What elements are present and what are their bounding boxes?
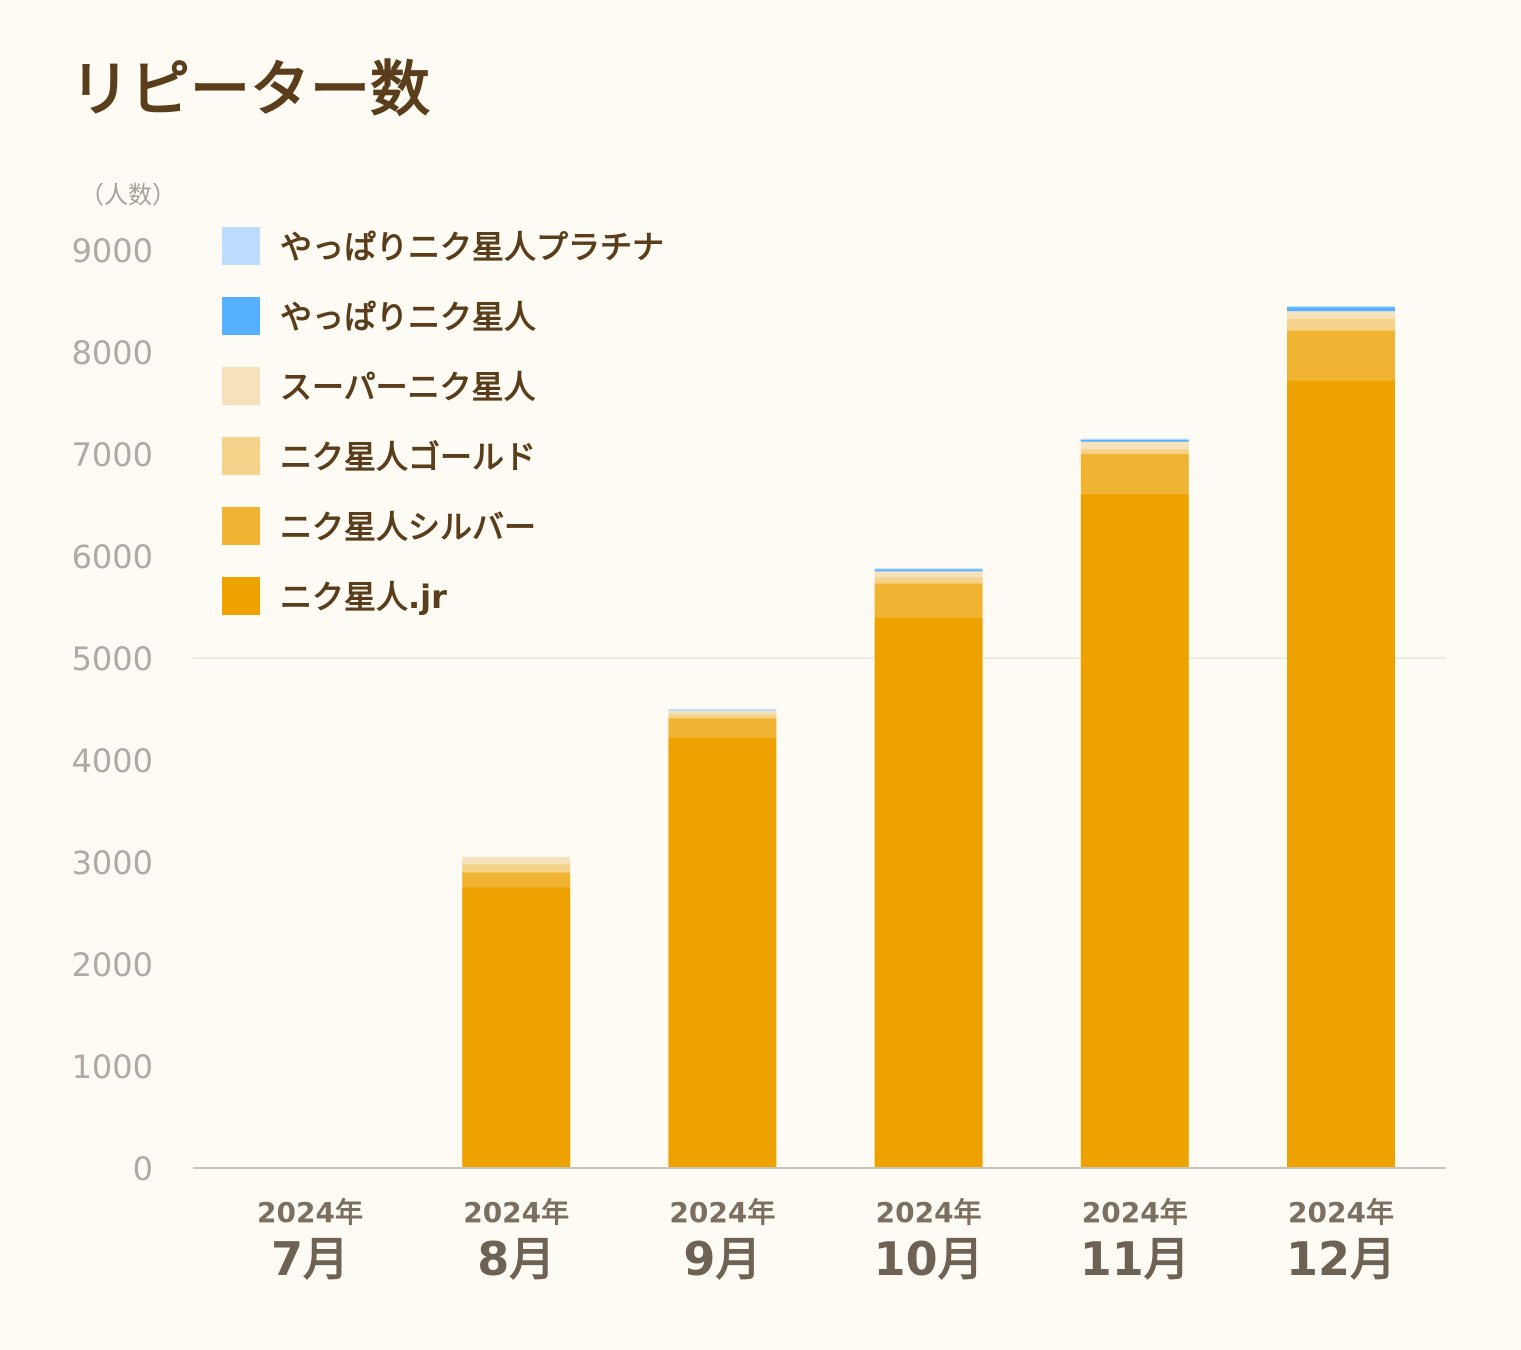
bar-segment xyxy=(1287,306,1395,308)
bar-segment xyxy=(1287,380,1395,1168)
x-tick-month-label: 9月 xyxy=(683,1232,761,1286)
legend: やっぱりニク星人プラチナやっぱりニク星人スーパーニク星人ニク星人ゴールドニク星人… xyxy=(222,227,664,616)
bar-segment xyxy=(874,569,983,572)
bar-segment xyxy=(668,709,777,712)
bar-segment xyxy=(874,568,983,570)
bar-segment xyxy=(462,864,571,873)
legend-item: スーパーニク星人 xyxy=(222,367,536,406)
bar-segment xyxy=(874,583,983,618)
legend-label: ニク星人シルバー xyxy=(280,508,536,546)
legend-label: やっぱりニク星人 xyxy=(280,298,536,336)
bar-segment xyxy=(1080,439,1189,442)
legend-swatch xyxy=(222,437,260,475)
x-tick-month-label: 12月 xyxy=(1286,1232,1396,1286)
y-tick-label: 6000 xyxy=(72,538,153,576)
x-tick-year-label: 2024年 xyxy=(1082,1196,1188,1229)
x-tick-month-label: 10月 xyxy=(874,1232,984,1286)
legend-item: やっぱりニク星人 xyxy=(222,297,536,336)
x-tick-month-label: 8月 xyxy=(477,1232,555,1286)
bar-segment xyxy=(1080,454,1189,494)
bar-stack xyxy=(668,709,777,1168)
bar-segment xyxy=(1080,438,1189,440)
bar-stack xyxy=(874,568,983,1168)
bar-stack xyxy=(1287,306,1395,1168)
bar-segment xyxy=(874,617,983,1168)
bar-segment xyxy=(1080,448,1189,454)
x-tick-year-label: 2024年 xyxy=(257,1196,363,1229)
legend-item: ニク星人シルバー xyxy=(222,507,536,546)
y-tick-label: 0 xyxy=(133,1150,153,1188)
bar-segment xyxy=(874,571,983,578)
y-tick-label: 8000 xyxy=(72,334,153,372)
y-tick-label: 5000 xyxy=(72,640,153,678)
y-axis-ticks: 0 1000 2000 3000 4000 5000 6000 7000 8000 9000 xyxy=(72,232,153,1188)
legend-swatch xyxy=(222,367,260,405)
x-axis-labels: 2024年7月2024年8月2024年9月2024年10月2024年11月202… xyxy=(257,1196,1396,1286)
x-tick-year-label: 2024年 xyxy=(463,1196,569,1229)
y-tick-label: 7000 xyxy=(72,436,153,474)
bar-segment xyxy=(1287,330,1395,381)
legend-label: スーパーニク星人 xyxy=(280,368,536,406)
legend-label: ニク星人ゴールド xyxy=(280,438,536,476)
x-tick-year-label: 2024年 xyxy=(1288,1196,1394,1229)
legend-item: ニク星人ゴールド xyxy=(222,437,536,476)
x-tick-month-label: 11月 xyxy=(1080,1232,1190,1286)
legend-swatch xyxy=(222,297,260,335)
legend-item: ニク星人.jr xyxy=(222,577,447,616)
bar-stack xyxy=(1080,438,1189,1168)
bar-stack xyxy=(462,856,571,1168)
bar-segment xyxy=(874,577,983,584)
bar-segment xyxy=(668,737,777,1168)
chart-title: リピーター数 xyxy=(70,55,430,125)
bar-segment xyxy=(1287,318,1395,331)
y-tick-label: 9000 xyxy=(72,232,153,270)
bar-segment xyxy=(462,887,571,1168)
y-axis-unit-label: （人数） xyxy=(80,181,176,209)
bar-segment xyxy=(1080,493,1189,1168)
bar-segment xyxy=(462,856,571,865)
bars-layer xyxy=(462,306,1395,1168)
bar-segment xyxy=(668,711,777,715)
x-tick-year-label: 2024年 xyxy=(876,1196,982,1229)
legend-label: ニク星人.jr xyxy=(280,578,447,616)
y-tick-label: 1000 xyxy=(72,1048,153,1086)
bar-segment xyxy=(1287,307,1395,312)
y-tick-label: 2000 xyxy=(72,946,153,984)
legend-swatch xyxy=(222,507,260,545)
legend-swatch xyxy=(222,577,260,615)
bar-segment xyxy=(1080,441,1189,449)
bar-segment xyxy=(668,718,777,738)
x-tick-month-label: 7月 xyxy=(271,1232,349,1286)
bar-segment xyxy=(462,872,571,888)
y-tick-label: 4000 xyxy=(72,742,153,780)
legend-swatch xyxy=(222,227,260,265)
y-tick-label: 3000 xyxy=(72,844,153,882)
bar-segment xyxy=(668,714,777,719)
legend-item: やっぱりニク星人プラチナ xyxy=(222,227,664,266)
x-tick-year-label: 2024年 xyxy=(669,1196,775,1229)
legend-label: やっぱりニク星人プラチナ xyxy=(280,228,664,266)
bar-segment xyxy=(1287,311,1395,319)
